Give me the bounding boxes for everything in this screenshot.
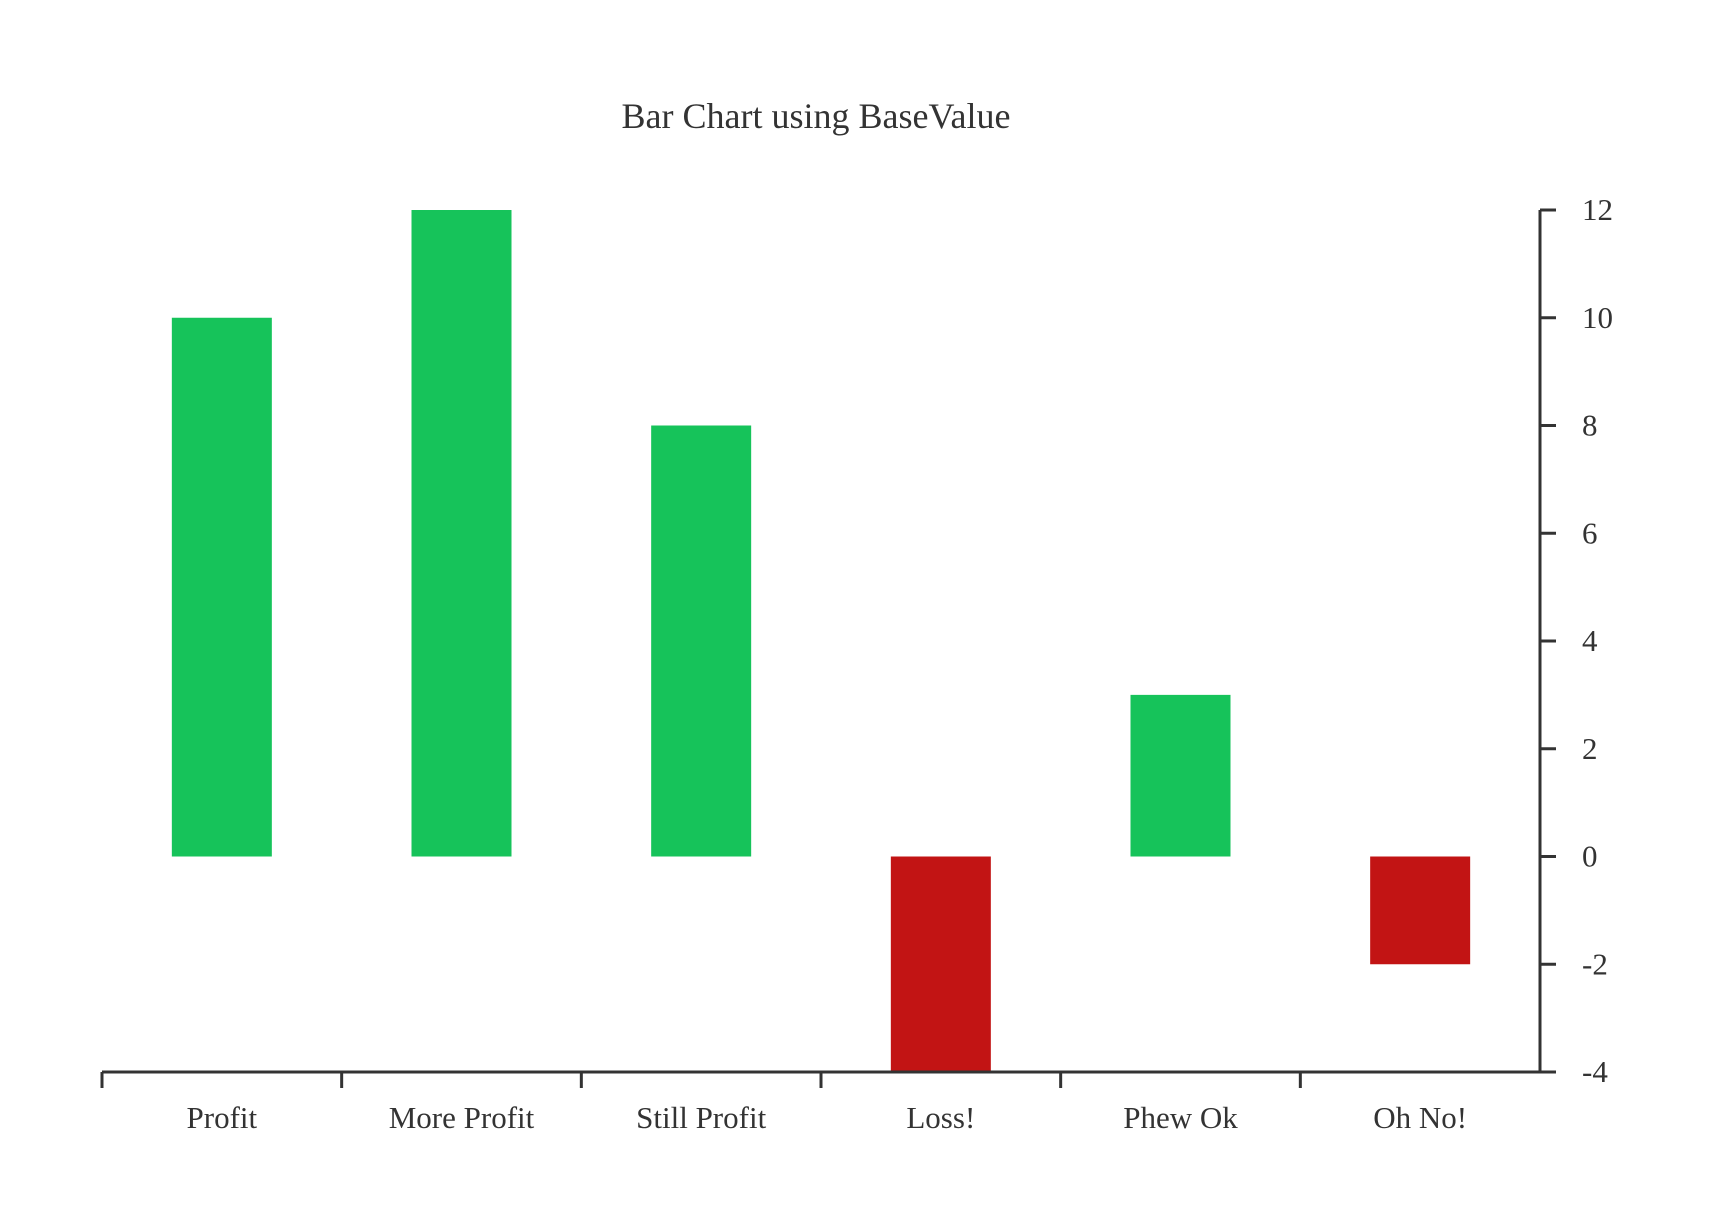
chart-title: Bar Chart using BaseValue <box>622 96 1011 136</box>
x-tick-label: Oh No! <box>1373 1100 1467 1135</box>
y-tick-label: -4 <box>1582 1054 1608 1089</box>
x-tick-label: Phew Ok <box>1123 1100 1238 1135</box>
bar-loss <box>890 856 991 1072</box>
x-tick-label: Profit <box>187 1100 258 1135</box>
y-tick-label: -2 <box>1582 946 1608 981</box>
bars-group <box>171 210 1471 1072</box>
x-tick-label: Loss! <box>906 1100 975 1135</box>
bar-phew-ok <box>1130 694 1231 857</box>
bar-profit <box>171 317 272 857</box>
y-tick-label: 0 <box>1582 839 1598 874</box>
x-tick-label: More Profit <box>389 1100 535 1135</box>
bar-oh-no <box>1370 856 1471 965</box>
bar-more-profit <box>411 210 512 857</box>
y-tick-label: 12 <box>1582 192 1613 227</box>
bar-still-profit <box>651 425 752 857</box>
y-tick-label: 8 <box>1582 408 1598 443</box>
y-tick-label: 2 <box>1582 731 1598 766</box>
y-tick-label: 4 <box>1582 623 1598 658</box>
x-tick-label: Still Profit <box>636 1100 766 1135</box>
y-axis: -4 -2 0 2 4 6 8 10 12 <box>1538 192 1613 1089</box>
x-axis: Profit More Profit Still Profit Loss! Phew O… <box>100 1070 1556 1135</box>
y-tick-label: 10 <box>1582 300 1613 335</box>
y-tick-label: 6 <box>1582 515 1598 550</box>
